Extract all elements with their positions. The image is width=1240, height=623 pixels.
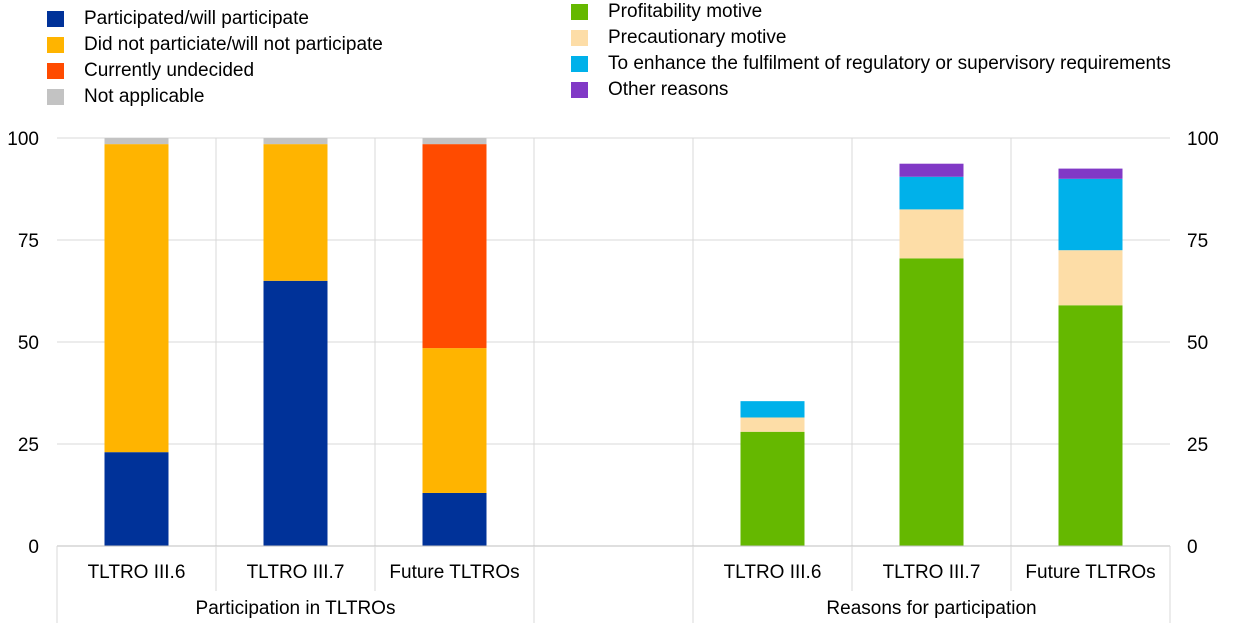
bar-segment: [263, 280, 328, 546]
legend-item: Profitability motive: [571, 0, 1171, 25]
legend-label: To enhance the fulfilment of regulatory …: [608, 53, 1171, 74]
legend-swatch-not-applicable: [47, 89, 64, 105]
legend-label: Other reasons: [608, 79, 729, 100]
legend-swatch-other-reasons: [571, 82, 588, 98]
legend-swatch-profitability: [571, 4, 588, 20]
legend-label: Not applicable: [84, 86, 205, 107]
legend-item: Did not particiate/will not participate: [47, 32, 383, 58]
x-tick-label: TLTRO III.7: [883, 562, 981, 583]
bar-segment: [263, 138, 328, 145]
legend-label: Participated/will participate: [84, 8, 309, 29]
bar-segment: [899, 209, 964, 259]
x-tick-label: TLTRO III.7: [247, 562, 345, 583]
legend-label: Did not particiate/will not participate: [84, 34, 383, 55]
bar-segment: [899, 163, 964, 177]
bar-segment: [740, 401, 805, 418]
bar-segment: [740, 431, 805, 546]
bar-segment: [899, 176, 964, 210]
y-tick-label-left: 100: [7, 129, 39, 150]
bar-segment: [1058, 305, 1123, 546]
legend-swatch-participated: [47, 11, 64, 27]
legend-reasons: Profitability motive Precautionary motiv…: [571, 0, 1171, 103]
legend-swatch-undecided: [47, 63, 64, 79]
y-tick-label-left: 25: [18, 435, 39, 456]
legend-swatch-precautionary: [571, 30, 588, 46]
legend-item: Not applicable: [47, 84, 383, 110]
bar-segment: [104, 452, 169, 546]
legend-item: Currently undecided: [47, 58, 383, 84]
bar-segment: [422, 348, 487, 493]
bar-segment: [422, 144, 487, 349]
bar-segment: [899, 258, 964, 546]
legend-swatch-regulatory: [571, 56, 588, 72]
y-tick-label-right: 25: [1187, 435, 1208, 456]
legend-label: Currently undecided: [84, 60, 255, 81]
legend-participation: Participated/will participate Did not pa…: [47, 6, 383, 110]
bar-segment: [104, 138, 169, 145]
bar-segment: [1058, 178, 1123, 251]
bar-segment: [422, 138, 487, 145]
legend-item: Precautionary motive: [571, 25, 1171, 51]
bar-segment: [1058, 250, 1123, 306]
y-tick-label-right: 75: [1187, 231, 1208, 252]
bar-segment: [263, 144, 328, 281]
legend-item: To enhance the fulfilment of regulatory …: [571, 51, 1171, 77]
y-tick-label-left: 50: [18, 333, 39, 354]
x-tick-label: TLTRO III.6: [88, 562, 186, 583]
legend-swatch-did-not-participate: [47, 37, 64, 53]
y-tick-label-right: 0: [1187, 537, 1198, 558]
bar-segment: [740, 417, 805, 432]
bar-segment: [422, 492, 487, 546]
legend-item: Other reasons: [571, 77, 1171, 103]
y-tick-label-left: 75: [18, 231, 39, 252]
bar-segment: [1058, 168, 1123, 179]
group-label: Participation in TLTROs: [196, 598, 396, 619]
y-tick-label-left: 0: [28, 537, 39, 558]
legend-item: Participated/will participate: [47, 6, 383, 32]
bar-segment: [104, 144, 169, 453]
y-tick-label-right: 100: [1187, 129, 1219, 150]
x-tick-label: Future TLTROs: [389, 562, 519, 583]
legend-label: Profitability motive: [608, 1, 763, 22]
x-tick-label: Future TLTROs: [1025, 562, 1155, 583]
group-label: Reasons for participation: [826, 598, 1036, 619]
y-tick-label-right: 50: [1187, 333, 1208, 354]
legend-label: Precautionary motive: [608, 27, 787, 48]
x-tick-label: TLTRO III.6: [724, 562, 822, 583]
